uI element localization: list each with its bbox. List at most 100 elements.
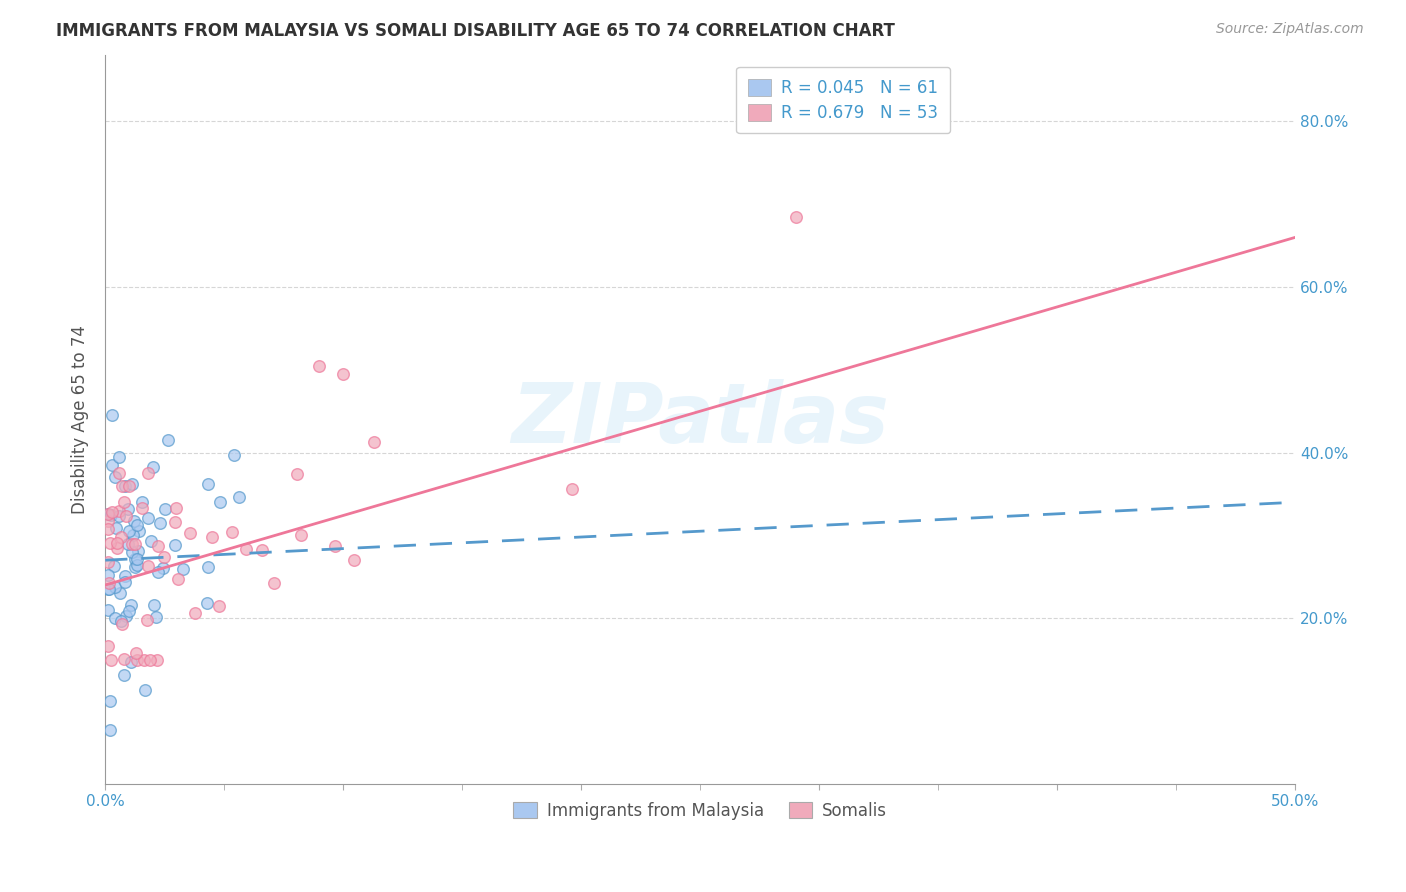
Point xyxy=(131,501,153,516)
Point xyxy=(127,543,149,558)
Point xyxy=(97,555,120,569)
Point xyxy=(108,503,131,517)
Point xyxy=(108,586,131,600)
Point xyxy=(152,549,174,564)
Point xyxy=(100,652,122,666)
Point xyxy=(197,560,219,574)
Text: Source: ZipAtlas.com: Source: ZipAtlas.com xyxy=(1216,22,1364,37)
Point xyxy=(363,435,385,450)
Point xyxy=(108,466,131,480)
Point xyxy=(136,511,159,525)
Point xyxy=(124,552,146,566)
Point xyxy=(208,495,231,509)
Point xyxy=(142,459,165,474)
Point xyxy=(101,458,124,472)
Point xyxy=(285,467,308,481)
Point xyxy=(97,507,120,521)
Point xyxy=(172,562,194,576)
Point xyxy=(97,582,120,596)
Point xyxy=(111,478,134,492)
Point xyxy=(121,545,143,559)
Point xyxy=(195,596,218,610)
Point xyxy=(561,482,583,496)
Point xyxy=(132,652,155,666)
Point xyxy=(110,614,132,628)
Point xyxy=(114,609,136,624)
Point xyxy=(108,509,131,524)
Point xyxy=(153,502,176,516)
Point xyxy=(290,528,312,542)
Point xyxy=(111,616,134,631)
Point xyxy=(117,501,139,516)
Point xyxy=(101,505,124,519)
Point xyxy=(101,409,124,423)
Point xyxy=(142,598,165,612)
Point xyxy=(146,652,169,666)
Point xyxy=(97,508,120,522)
Point xyxy=(114,479,136,493)
Point xyxy=(98,582,121,597)
Text: ZIPatlas: ZIPatlas xyxy=(512,379,889,460)
Point xyxy=(139,652,162,666)
Point xyxy=(97,576,120,591)
Point xyxy=(114,568,136,582)
Point xyxy=(118,604,141,618)
Point xyxy=(148,539,170,553)
Point xyxy=(97,603,120,617)
Point xyxy=(122,514,145,528)
Point xyxy=(103,558,125,573)
Point xyxy=(104,611,127,625)
Point xyxy=(98,723,121,737)
Point xyxy=(228,490,250,504)
Point xyxy=(235,542,257,557)
Point xyxy=(152,561,174,575)
Point xyxy=(110,530,132,544)
Point xyxy=(121,476,143,491)
Point xyxy=(197,476,219,491)
Point xyxy=(200,530,222,544)
Point xyxy=(122,527,145,541)
Point xyxy=(124,537,146,551)
Point xyxy=(252,543,274,558)
Point xyxy=(125,517,148,532)
Point xyxy=(114,509,136,524)
Point xyxy=(156,433,179,447)
Point xyxy=(105,521,128,535)
Point xyxy=(167,572,190,586)
Point xyxy=(105,541,128,555)
Point xyxy=(308,359,330,373)
Point xyxy=(145,610,167,624)
Point xyxy=(125,646,148,660)
Point xyxy=(139,533,162,548)
Point xyxy=(97,522,120,536)
Point xyxy=(163,538,186,552)
Point xyxy=(128,524,150,539)
Text: IMMIGRANTS FROM MALAYSIA VS SOMALI DISABILITY AGE 65 TO 74 CORRELATION CHART: IMMIGRANTS FROM MALAYSIA VS SOMALI DISAB… xyxy=(56,22,896,40)
Point xyxy=(323,539,346,553)
Point xyxy=(221,524,243,539)
Point xyxy=(120,599,142,613)
Point xyxy=(97,568,120,582)
Point xyxy=(343,552,366,566)
Point xyxy=(136,558,159,573)
Point xyxy=(208,599,231,613)
Point xyxy=(124,559,146,574)
Point xyxy=(125,552,148,566)
Point xyxy=(165,515,187,529)
Point xyxy=(184,607,207,621)
Point xyxy=(118,524,141,538)
Point xyxy=(332,367,354,381)
Point xyxy=(97,514,120,528)
Point xyxy=(263,575,285,590)
Point xyxy=(107,450,129,464)
Point xyxy=(112,495,135,509)
Point xyxy=(98,536,121,550)
Legend: Immigrants from Malaysia, Somalis: Immigrants from Malaysia, Somalis xyxy=(506,795,894,826)
Point xyxy=(179,525,201,540)
Point xyxy=(136,466,159,480)
Point xyxy=(135,613,157,627)
Point xyxy=(100,508,122,522)
Point xyxy=(146,565,169,579)
Point xyxy=(104,470,127,484)
Point xyxy=(112,668,135,682)
